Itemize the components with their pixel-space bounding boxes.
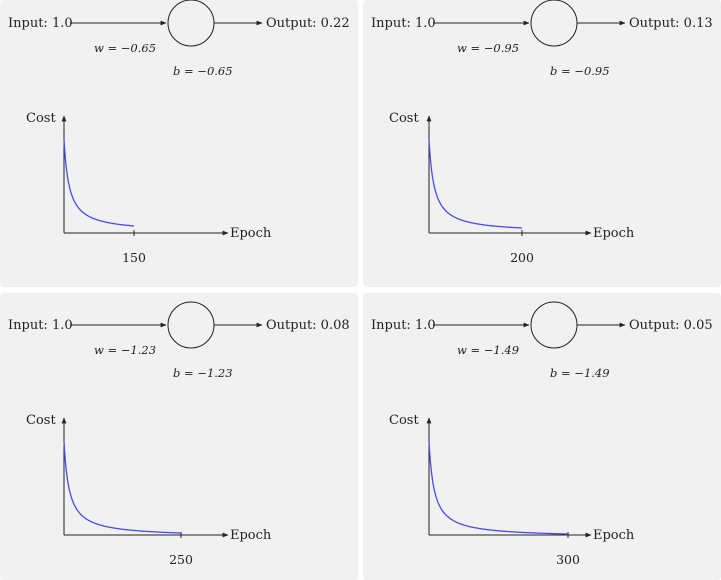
input-label: Input: 1.0 — [371, 16, 436, 31]
epoch-axis-label: Epoch — [230, 528, 272, 543]
neuron-panel-4: Input: 1.0 Output: 0.05 w = −1.49 b = −1… — [363, 293, 721, 580]
bias-label: b = −0.65 — [173, 64, 233, 78]
epoch-tick-label: 250 — [169, 552, 193, 567]
cost-axis-label: Cost — [26, 413, 56, 428]
weight-label: w = −0.65 — [94, 41, 156, 55]
epoch-tick-label: 150 — [122, 250, 146, 265]
neuron-panel-2: Input: 1.0 Output: 0.13 w = −0.95 b = −0… — [363, 0, 721, 287]
output-label: Output: 0.08 — [266, 318, 350, 333]
epoch-axis-label: Epoch — [593, 226, 635, 241]
output-label: Output: 0.22 — [266, 16, 350, 31]
weight-label: w = −0.95 — [457, 41, 519, 55]
bias-label: b = −1.49 — [550, 366, 610, 380]
weight-label: w = −1.23 — [94, 343, 156, 357]
cost-axis-label: Cost — [26, 111, 56, 126]
epoch-axis-label: Epoch — [593, 528, 635, 543]
cost-curve — [428, 138, 523, 229]
output-label: Output: 0.13 — [629, 16, 713, 31]
neuron-panel-1: Input: 1.0 Output: 0.22 w = −0.65 b = −0… — [0, 0, 358, 287]
epoch-tick-label: 300 — [556, 552, 580, 567]
input-label: Input: 1.0 — [8, 318, 73, 333]
epoch-axis-label: Epoch — [230, 226, 272, 241]
neuron-circle — [167, 0, 215, 47]
input-label: Input: 1.0 — [371, 318, 436, 333]
cost-curve — [63, 440, 182, 534]
output-label: Output: 0.05 — [629, 318, 713, 333]
input-label: Input: 1.0 — [8, 16, 73, 31]
epoch-tick-label: 200 — [510, 250, 534, 265]
bias-label: b = −0.95 — [550, 64, 610, 78]
weight-label: w = −1.49 — [457, 343, 519, 357]
neuron-circle — [530, 301, 578, 349]
neuron-panel-3: Input: 1.0 Output: 0.08 w = −1.23 b = −1… — [0, 293, 358, 580]
cost-curve — [63, 138, 135, 227]
neuron-circle — [530, 0, 578, 47]
bias-label: b = −1.23 — [173, 366, 233, 380]
neuron-circle — [167, 301, 215, 349]
cost-curve — [428, 440, 569, 535]
cost-axis-label: Cost — [389, 111, 419, 126]
cost-axis-label: Cost — [389, 413, 419, 428]
